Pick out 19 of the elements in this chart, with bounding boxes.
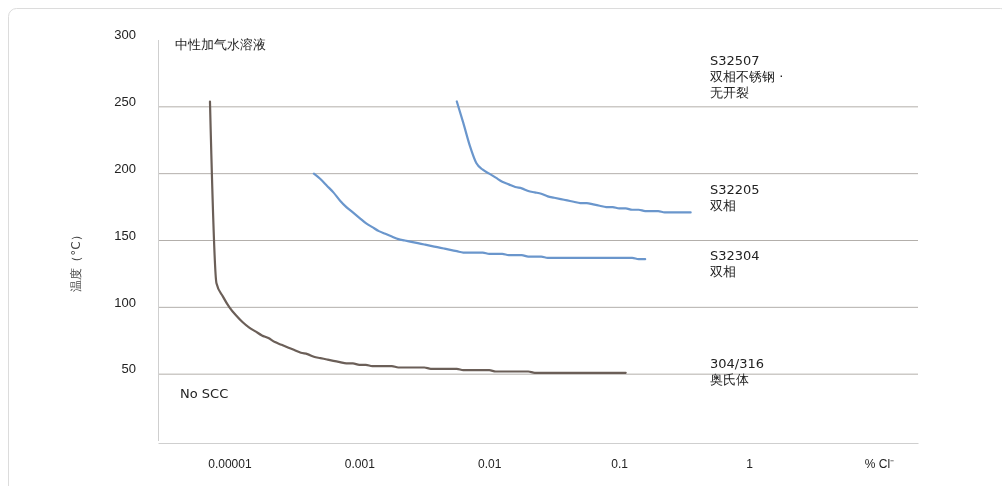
x-tick-label: % Cl⁻ xyxy=(864,456,895,471)
y-tick-label: 300 xyxy=(114,27,136,43)
x-tick-label: 0.1 xyxy=(611,456,629,471)
annotation: No SCC xyxy=(180,386,229,401)
y-tick-label: 250 xyxy=(114,94,136,110)
annotation: S32507 双相不锈钢 · 无开裂 xyxy=(710,53,784,100)
y-tick-label: 100 xyxy=(114,294,136,310)
y-axis-title: 温度（°C） xyxy=(69,229,83,292)
x-tick-label: 0.01 xyxy=(478,456,502,471)
annotation: S32304 双相 xyxy=(710,248,760,279)
y-tick-label: 150 xyxy=(114,227,136,243)
x-tick-label: 0.001 xyxy=(344,456,376,471)
annotation: 中性加气水溶液 xyxy=(175,37,266,52)
y-tick-label: 50 xyxy=(121,361,136,377)
y-tick-label: 200 xyxy=(114,160,136,176)
annotation: S32205 双相 xyxy=(710,182,760,213)
x-tick-label: 1 xyxy=(746,456,754,471)
annotation: 304/316 奥氏体 xyxy=(710,356,765,387)
x-tick-label: 0.00001 xyxy=(208,456,252,471)
